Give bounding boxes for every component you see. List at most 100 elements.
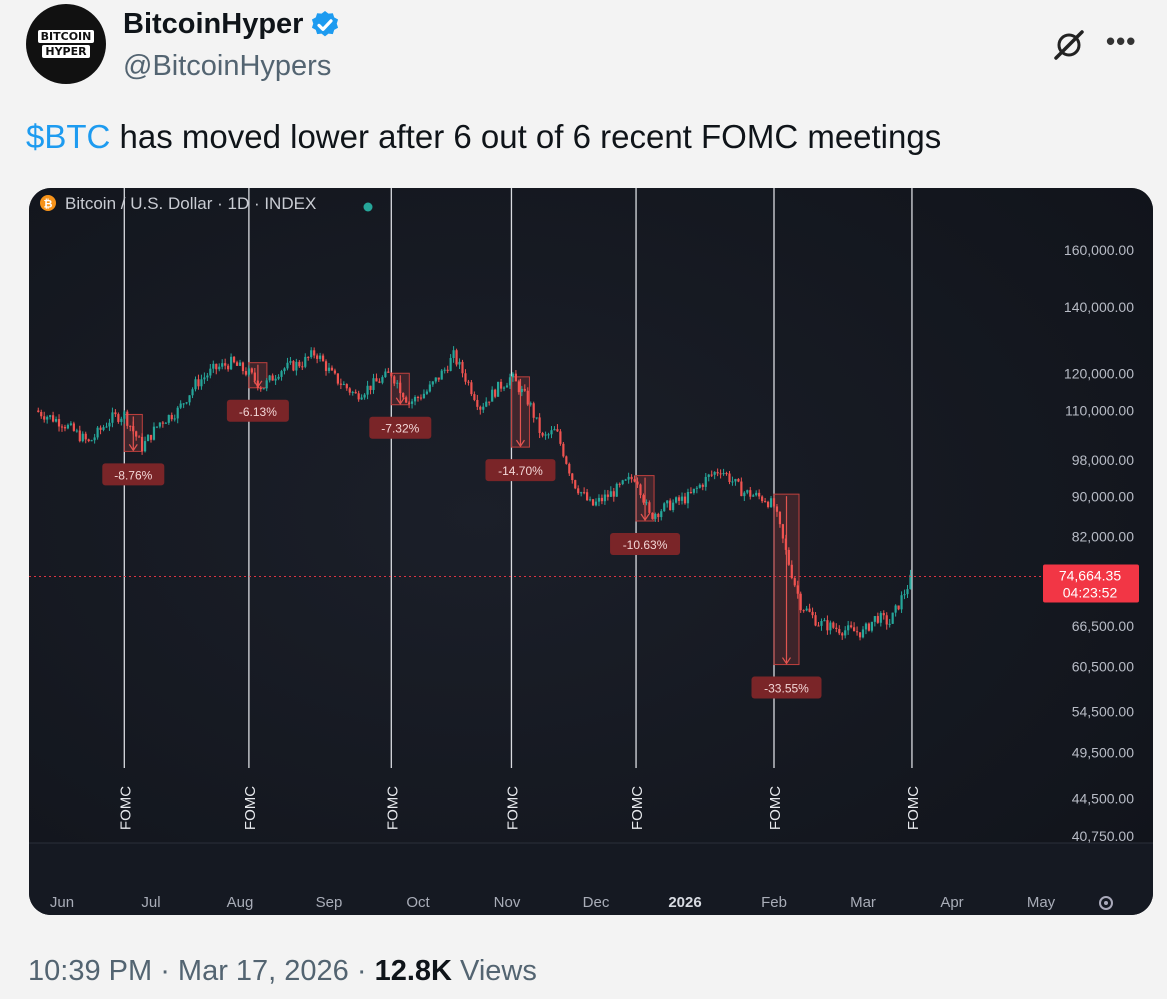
chart-settings-icon[interactable] [1099,896,1113,910]
candle-body [69,423,72,425]
candle-body [449,358,452,371]
candle-body [227,365,230,370]
y-tick-label: 110,000.00 [1065,403,1134,419]
avatar[interactable]: BITCOIN HYPER [26,4,106,84]
tweet-date[interactable]: Mar 17, 2026 [177,955,349,987]
candle-body [683,496,687,504]
candle-body [588,499,592,501]
drop-label: -33.55% [764,682,809,696]
candle-body [271,375,274,381]
candle-body [363,394,366,398]
cashtag-link[interactable]: $BTC [26,118,111,155]
candle-body [170,414,173,420]
candle-body [464,373,467,382]
candle-body [535,417,538,419]
views-label: Views [460,955,537,987]
more-options-icon[interactable]: ••• [1106,26,1137,56]
candle-body [743,492,746,497]
candle-body [719,473,722,475]
candle-body [811,611,814,616]
y-tick-label: 140,000.00 [1064,299,1134,315]
drop-arrowhead [515,439,525,448]
candle-body [600,497,604,502]
candle-body [710,474,713,476]
y-tick-label: 82,000.00 [1072,528,1134,544]
candle-body [844,630,847,636]
candle-body [689,492,693,494]
y-tick-label: 60,500.00 [1072,659,1134,675]
x-tick-label: 2026 [668,894,701,911]
chart-image[interactable]: FOMC FOMC FOMC FOMC FOMC FOMC FOMC -8.76% -6.13… [29,188,1153,915]
candle-body [858,632,862,638]
candle-body [221,363,224,367]
y-tick-label: 40,750.00 [1072,828,1134,844]
candle-body [215,363,218,370]
candle-body [547,434,550,436]
fomc-label: FOMC [767,786,784,830]
candle-body [188,395,191,403]
candle-body [826,620,829,631]
candle-body [790,564,793,579]
tweet-time[interactable]: 10:39 PM [28,955,153,987]
candle-body [597,497,601,502]
candle-body [485,401,488,407]
candle-body [636,481,639,485]
views-count[interactable]: 12.8K [374,955,452,987]
candle-body [660,511,663,518]
live-dot-icon [363,202,373,212]
candle-body [425,391,428,394]
current-price-countdown: 04:23:52 [1063,585,1118,601]
candle-body [399,382,402,393]
candle-body [900,595,903,610]
candle-body [298,361,301,367]
candle-body [37,410,40,412]
candle-body [488,401,491,403]
candle-body [894,605,897,613]
candle-body [746,490,749,493]
candle-body [838,629,841,634]
candle-body [286,362,289,369]
candle-body [396,382,399,384]
candle-body [663,503,666,512]
x-tick-label: May [1027,894,1056,911]
candle-body [57,419,61,427]
candle-body [132,426,135,432]
candle-body [443,369,446,371]
author-name[interactable]: BitcoinHyper [123,8,304,40]
candle-body [458,361,461,365]
candle-body [888,623,891,625]
candle-body [805,608,808,611]
candle-body [405,397,408,403]
y-tick-label: 98,000.00 [1072,452,1134,468]
candle-body [725,473,728,475]
candle-body [54,419,58,422]
candle-body [618,483,621,485]
candle-body [250,368,253,373]
drop-label: -7.32% [381,422,419,436]
candle-body [764,501,767,503]
candle-body [292,361,295,371]
drop-label-bg [751,676,822,699]
candle-body [562,443,565,457]
candle-body [413,396,417,402]
candle-body [686,492,690,504]
candle-body [728,473,731,482]
author-handle[interactable]: @BitcoinHypers [123,50,332,82]
candle-body [357,393,360,400]
candle-body [621,480,624,485]
drop-label-bg [610,533,681,556]
current-price-value: 74,664.35 [1059,568,1121,584]
candle-body [903,594,906,596]
candle-body [75,430,78,432]
drop-arrowhead [640,513,650,522]
candle-body [129,425,132,427]
candle-body [158,422,161,427]
tweet-body: has moved lower after 6 out of 6 recent … [110,118,942,155]
candle-body [479,406,482,410]
candle-body [855,631,859,633]
author-name-row[interactable]: BitcoinHyper [123,8,341,41]
candle-body [864,623,868,630]
grok-icon[interactable] [1052,28,1086,62]
candle-body [775,506,779,512]
candle-body [244,371,248,375]
